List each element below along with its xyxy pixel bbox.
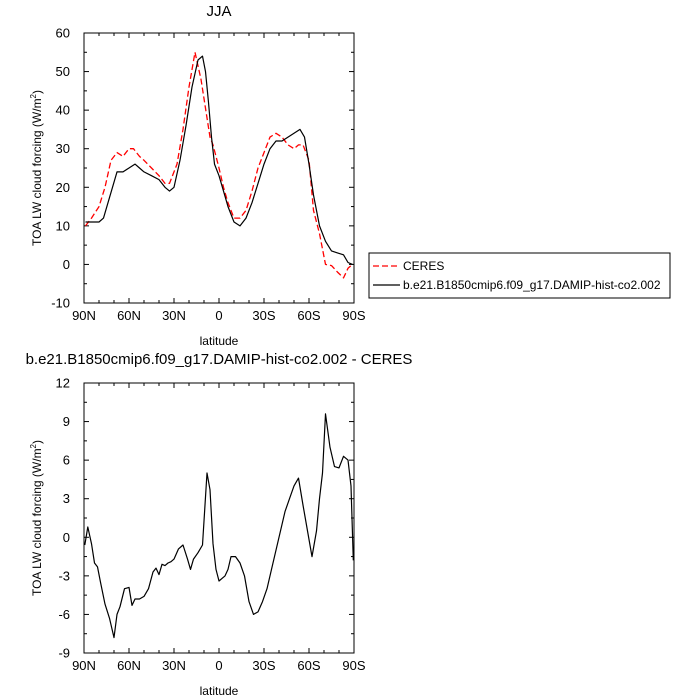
bottom-y-axis-label-end: ) [30,440,44,444]
top-series-line-b-e21-b1850cmip6-f09-g17-damip [85,55,353,265]
top-y-tick-label: -10 [51,296,70,311]
top-panel: JJA 90N 60N 30N 0 30S 60S 90S-100102030405060 … [29,3,671,348]
bottom-y-tick-label: 3 [63,491,70,506]
bottom-x-tick-label: 90S [342,658,365,673]
bottom-y-tick-label: -9 [58,646,70,661]
top-y-tick-label: 40 [56,103,70,118]
top-y-tick-label: 0 [63,257,70,272]
bottom-x-tick-label: 90N [72,658,96,673]
top-x-tick-label: 60S [297,308,320,323]
top-y-tick-label: 60 [56,26,70,41]
bottom-chart-title: b.e21.B1850cmip6.f09_g17.DAMIP-hist-co2.… [26,351,413,368]
bottom-y-tick-label: -3 [58,568,70,583]
bottom-x-tick-label: 60S [297,658,320,673]
top-ticks: 90N 60N 30N 0 30S 60S 90S -10 0 10 20 30 40 50 60 [51,26,366,324]
bottom-ticks: 90N 60N 30N 0 30S 60S 90S -9 -6 -3 0 3 6 9 12 [56,376,366,674]
top-y-axis-label-main: TOA LW cloud forcing (W/m [30,98,44,246]
bottom-y-tick-label: 9 [63,414,70,429]
bottom-x-tick-label: 30S [252,658,275,673]
top-x-tick-label: 30N [162,308,186,323]
legend: CERES b.e21.B1850cmip6.f09_g17.DAMIP-his… [368,252,671,299]
top-y-tick-label: 10 [56,218,70,233]
bottom-panel: b.e21.B1850cmip6.f09_g17.DAMIP-hist-co2.… [26,351,413,698]
bottom-series-line-difference [84,413,354,639]
top-y-axis-label-sup: 2 [29,93,38,98]
legend-label-model: b.e21.B1850cmip6.f09_g17.DAMIP-hist-co2.… [403,278,661,292]
bottom-y-tick-label: 6 [63,453,70,468]
bottom-plot-frame [83,382,355,654]
top-y-tick-label: 30 [56,141,70,156]
bottom-x-tick-label: 60N [117,658,141,673]
top-plot-frame [83,32,355,304]
bottom-y-tick-label: 0 [63,530,70,545]
top-y-axis-label: TOA LW cloud forcing (W/m2) [29,90,44,246]
legend-label-ceres: CERES [403,259,444,273]
bottom-x-axis-label: latitude [200,684,239,698]
top-y-axis-label-end: ) [30,90,44,94]
bottom-x-tick-label: 0 [215,658,222,673]
bottom-y-axis-label-main: TOA LW cloud forcing (W/m [30,448,44,596]
legend-box [368,252,671,299]
bottom-y-tick-label: 12 [56,376,70,391]
top-x-tick-label: 30S [252,308,275,323]
top-series-line-ceres [84,51,353,279]
top-series-lines [84,51,353,279]
bottom-y-tick-label: -6 [58,607,70,622]
top-x-tick-label: 90S [342,308,365,323]
bottom-series-lines [84,413,354,639]
bottom-x-tick-label: 30N [162,658,186,673]
bottom-y-axis-label: TOA LW cloud forcing (W/m2) [29,440,44,596]
top-x-tick-label: 90N [72,308,96,323]
top-x-tick-label: 0 [215,308,222,323]
bottom-y-axis-label-sup: 2 [29,443,38,448]
top-chart-title: JJA [206,3,231,20]
top-y-tick-label: 50 [56,64,70,79]
top-y-tick-label: 20 [56,180,70,195]
top-x-tick-label: 60N [117,308,141,323]
top-x-axis-label: latitude [200,334,239,348]
